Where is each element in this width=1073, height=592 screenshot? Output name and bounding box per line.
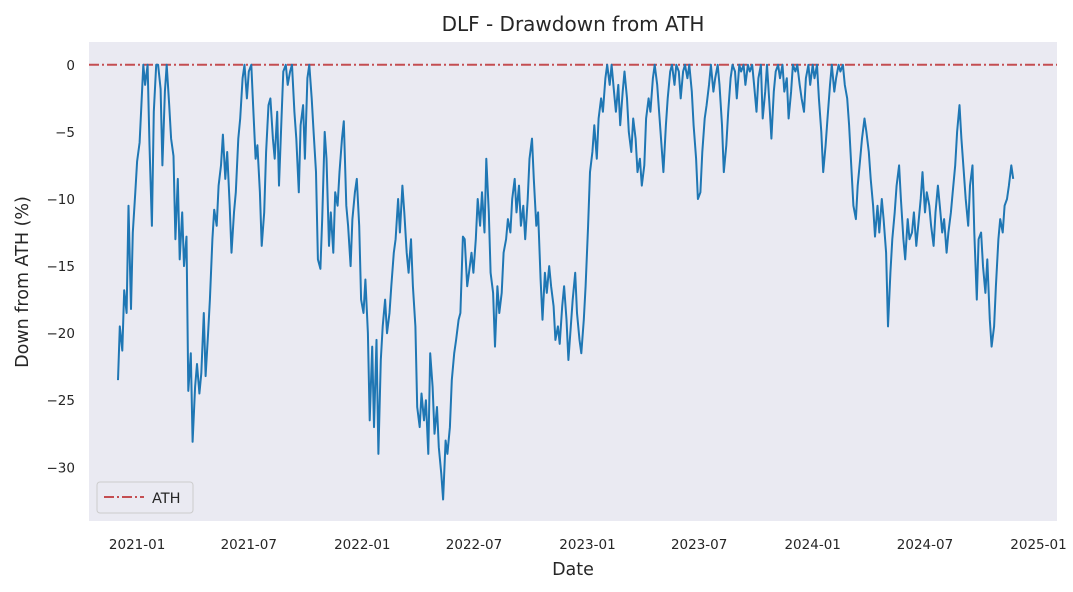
legend: ATH	[96, 481, 194, 514]
x-tick-label: 2022-07	[446, 537, 502, 553]
x-tick-label: 2025-01	[1010, 537, 1066, 553]
x-tick-label: 2022-01	[334, 537, 390, 553]
y-axis-title: Down from ATH (%)	[13, 196, 33, 368]
x-axis-title: Date	[552, 560, 594, 580]
x-tick-label: 2023-07	[671, 537, 727, 553]
y-tick-label: −30	[47, 460, 76, 476]
y-tick-label: −5	[55, 125, 75, 141]
x-tick-label: 2021-01	[109, 537, 165, 553]
x-ticks: 2021-01 2021-07 2022-01 2022-07 2023-01 2023-…	[109, 537, 1067, 553]
y-tick-label: −15	[47, 259, 76, 275]
y-tick-label: −25	[47, 393, 76, 409]
y-ticks: 0 −5 −10 −15 −20 −25 −30	[47, 58, 76, 477]
plot-area	[89, 42, 1057, 521]
y-tick-label: −10	[47, 192, 76, 208]
series-layer	[117, 63, 1015, 501]
y-tick-label: −20	[47, 326, 76, 342]
x-tick-label: 2023-01	[559, 537, 615, 553]
legend-ath-label: ATH	[152, 491, 181, 507]
x-tick-label: 2021-07	[221, 537, 277, 553]
x-tick-label: 2024-07	[897, 537, 953, 553]
drawdown-series-line	[117, 63, 1015, 501]
legend-box	[96, 481, 194, 514]
x-tick-label: 2024-01	[784, 537, 840, 553]
chart-title: DLF - Drawdown from ATH	[442, 12, 705, 36]
y-tick-label: 0	[66, 58, 75, 74]
